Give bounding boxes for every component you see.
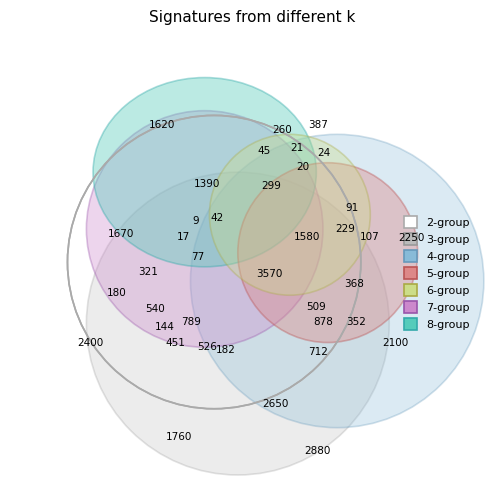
Text: 20: 20 (296, 162, 309, 172)
Text: 540: 540 (146, 304, 165, 314)
Text: 42: 42 (210, 213, 224, 223)
Ellipse shape (86, 111, 323, 347)
Ellipse shape (93, 78, 317, 267)
Text: 260: 260 (272, 124, 292, 135)
Text: 77: 77 (192, 253, 205, 263)
Text: 878: 878 (313, 317, 333, 327)
Ellipse shape (210, 135, 370, 295)
Ellipse shape (191, 135, 484, 428)
Text: 1670: 1670 (108, 229, 135, 239)
Text: 352: 352 (346, 317, 366, 327)
Text: 1620: 1620 (149, 120, 175, 130)
Text: 299: 299 (261, 181, 281, 192)
Text: 1390: 1390 (194, 178, 220, 188)
Text: 91: 91 (346, 203, 359, 213)
Text: 2100: 2100 (382, 338, 408, 348)
Text: 21: 21 (290, 143, 303, 153)
Text: 9: 9 (193, 216, 200, 226)
Legend: 2-group, 3-group, 4-group, 5-group, 6-group, 7-group, 8-group: 2-group, 3-group, 4-group, 5-group, 6-gr… (400, 212, 474, 334)
Text: 2400: 2400 (77, 338, 103, 348)
Text: 526: 526 (198, 342, 217, 352)
Text: 2880: 2880 (304, 447, 331, 456)
Text: 17: 17 (177, 231, 191, 241)
Text: 182: 182 (216, 345, 235, 355)
Text: 1580: 1580 (294, 231, 320, 241)
Text: 712: 712 (308, 347, 328, 357)
Text: 2650: 2650 (263, 399, 289, 409)
Text: 144: 144 (155, 323, 175, 332)
Text: 451: 451 (165, 338, 185, 348)
Text: 229: 229 (336, 224, 356, 234)
Text: 45: 45 (258, 146, 271, 156)
Title: Signatures from different k: Signatures from different k (149, 10, 355, 25)
Ellipse shape (86, 172, 389, 475)
Text: 321: 321 (138, 267, 158, 277)
Text: 789: 789 (181, 317, 202, 327)
Text: 180: 180 (107, 288, 127, 298)
Text: 2250: 2250 (399, 233, 425, 243)
Text: 509: 509 (306, 301, 326, 311)
Text: 107: 107 (359, 231, 379, 241)
Text: 3570: 3570 (256, 269, 282, 279)
Ellipse shape (238, 163, 418, 343)
Text: 1760: 1760 (166, 432, 193, 442)
Text: 387: 387 (308, 120, 328, 130)
Text: 368: 368 (344, 279, 364, 289)
Text: 24: 24 (318, 148, 331, 158)
